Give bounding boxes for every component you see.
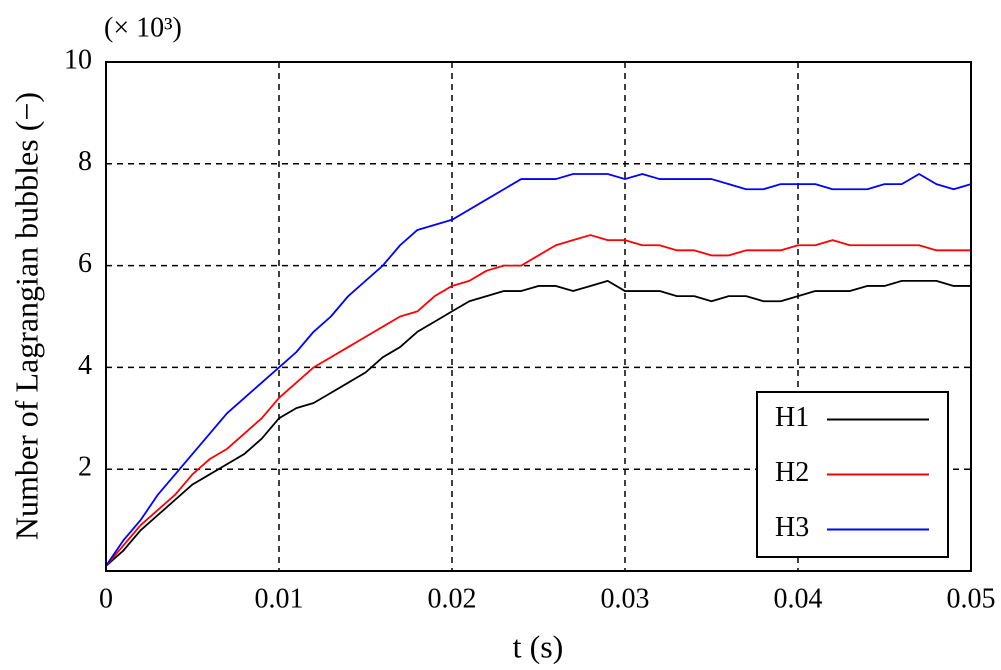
data-line [105, 234, 971, 567]
data-line [105, 173, 972, 567]
axis-multiplier: (× 10³) [104, 12, 182, 43]
x-tick-label: 0.05 [947, 583, 996, 614]
y-tick-label: 4 [78, 350, 92, 381]
legend-label: H2 [775, 457, 809, 488]
y-axis-label: Number of Lagrangian bubbles (−) [8, 92, 44, 540]
legend-label: H3 [775, 512, 809, 543]
x-tick-label: 0.03 [601, 583, 650, 614]
x-tick-label: 0.02 [428, 583, 477, 614]
plot-frame [105, 61, 972, 572]
data-line [105, 279, 971, 567]
x-tick-label: 0.04 [774, 583, 823, 614]
x-tick-label: 0.01 [255, 583, 304, 614]
legend-label: H1 [775, 402, 809, 433]
y-tick-label: 2 [78, 452, 92, 483]
y-tick-label: 6 [78, 248, 92, 279]
x-axis-label: t (s) [513, 628, 564, 664]
y-tick-label: 8 [78, 146, 92, 177]
x-tick-label: 0 [99, 583, 113, 614]
y-tick-label: 10 [64, 44, 92, 75]
